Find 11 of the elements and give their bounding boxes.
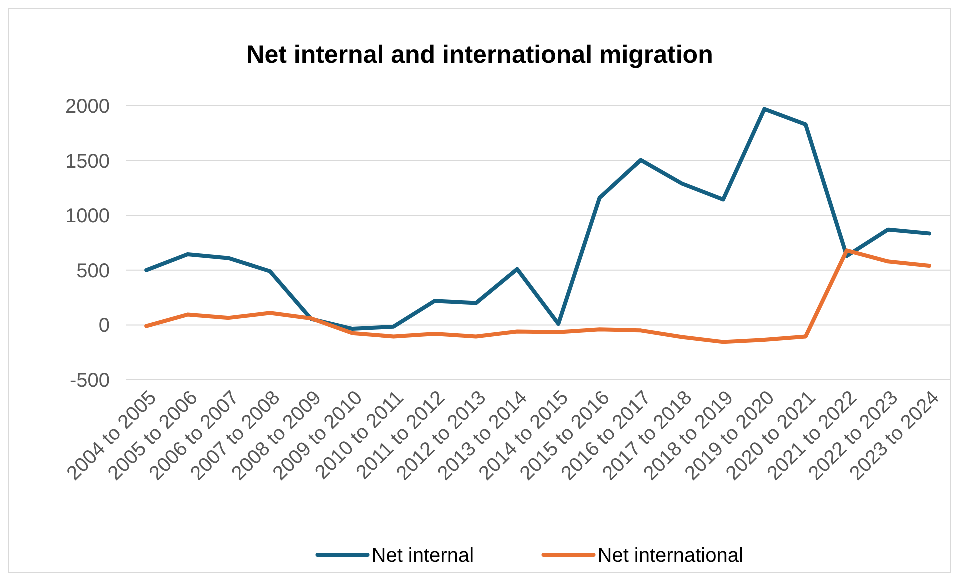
y-tick-label: 500 — [76, 260, 110, 282]
y-tick-label: 1500 — [66, 150, 110, 173]
y-tick-label: -500 — [70, 370, 110, 392]
line-series — [144, 107, 932, 332]
legend-label: Net international — [598, 545, 744, 567]
chart-title: Net internal and international migration — [246, 41, 714, 69]
y-tick-label: 2000 — [66, 96, 110, 118]
line-series — [144, 248, 932, 344]
legend-label: Net internal — [372, 545, 474, 567]
y-tick-label: 0 — [98, 315, 110, 338]
y-tick-label: 1000 — [66, 206, 110, 228]
